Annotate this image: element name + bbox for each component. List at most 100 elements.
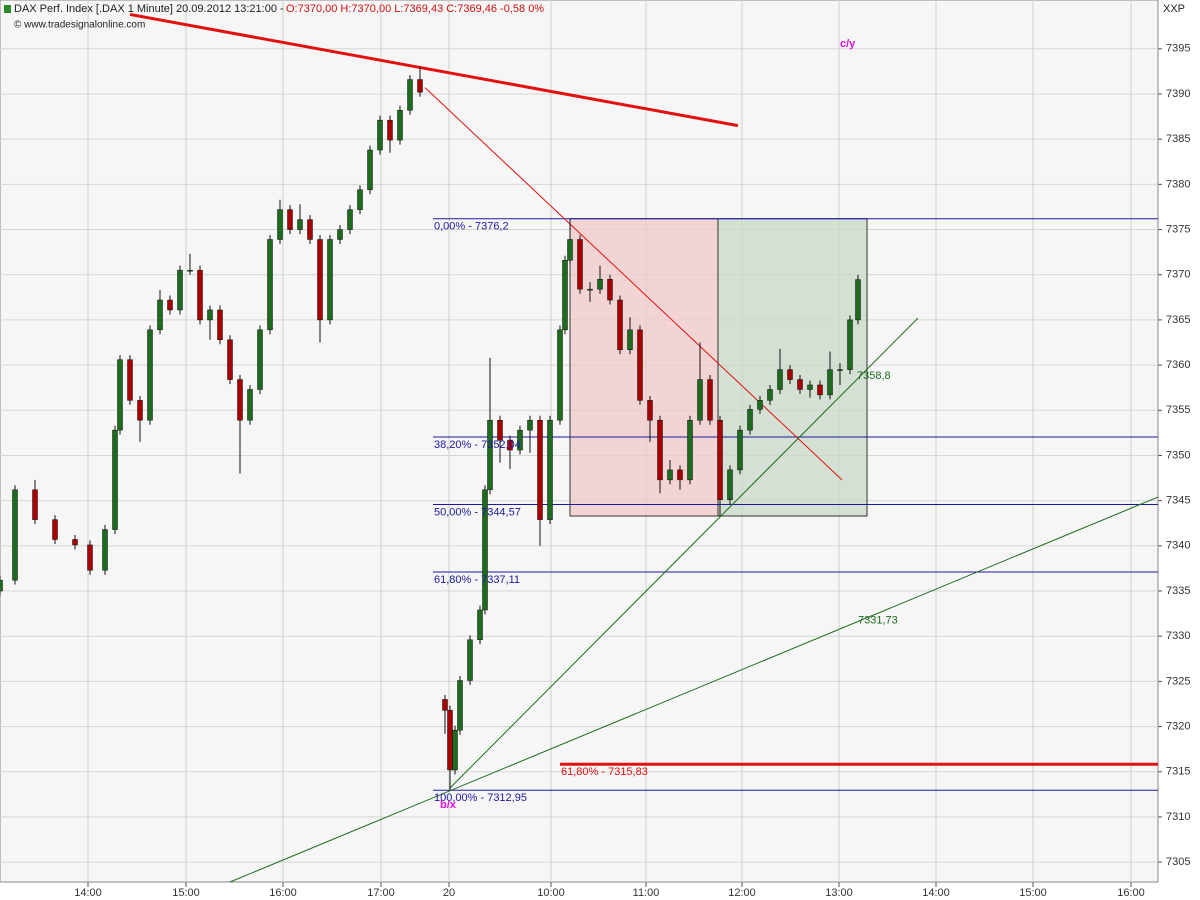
candle-body	[837, 369, 843, 371]
candle-body	[177, 269, 183, 311]
candle-body	[817, 384, 823, 396]
candle-body	[787, 369, 793, 380]
candle-body	[537, 419, 543, 520]
candle-body	[807, 384, 813, 390]
candle-body	[557, 329, 563, 421]
candle-body	[717, 419, 723, 500]
candle-body	[407, 79, 413, 111]
fib-label: 100,00% - 7312,95	[434, 792, 527, 804]
candle-body	[647, 400, 653, 421]
candle-body	[737, 429, 743, 471]
candle-body	[547, 419, 553, 520]
x-tick-label: 12:00	[728, 887, 756, 899]
candle-body	[757, 400, 763, 410]
trendline	[424, 87, 843, 481]
candle-body	[797, 379, 803, 390]
candle-body	[477, 609, 483, 641]
candle-body	[507, 439, 513, 451]
y-tick-label: 7380	[1166, 178, 1190, 190]
y-tick-label: 7370	[1166, 269, 1190, 281]
candle-body	[397, 110, 403, 141]
y-tick-label: 7330	[1166, 630, 1190, 642]
labels: 7305 7310 7315 7320 7325 7330 7335 7340 7345 7350…	[74, 38, 1190, 899]
fib-label: 38,20% - 7352,04	[434, 439, 521, 451]
candle-body	[747, 409, 753, 431]
annotation: b/x	[440, 799, 457, 811]
chart-title: DAX Perf. Index [.DAX 1 Minute] 20.09.20…	[14, 3, 284, 15]
candle-body	[617, 299, 623, 350]
candle-body	[357, 189, 363, 210]
candle-body	[687, 419, 693, 481]
x-tick-label: 15:00	[1019, 887, 1047, 899]
y-tick-label: 7390	[1166, 88, 1190, 100]
y-tick-label: 7375	[1166, 223, 1190, 235]
candle-body	[187, 269, 193, 272]
candle-body	[387, 119, 393, 141]
candle-body	[317, 239, 323, 321]
candle-body	[72, 539, 78, 546]
candle-body	[197, 269, 203, 321]
candles	[0, 66, 861, 791]
fib-label: 50,00% - 7344,57	[434, 506, 521, 518]
candle-body	[657, 419, 663, 481]
candle-body	[677, 469, 683, 481]
y-tick-label: 7320	[1166, 720, 1190, 732]
candle-body	[855, 279, 861, 321]
candle-body	[277, 209, 283, 240]
fib-label: 61,80% - 7315,83	[561, 766, 648, 778]
candle-body	[112, 429, 118, 530]
candle-body	[447, 710, 453, 771]
candle-body	[377, 119, 383, 151]
x-tick-label: 14:00	[922, 887, 950, 899]
candle-body	[577, 239, 583, 290]
candle-body	[442, 699, 448, 711]
candle-body	[347, 209, 353, 230]
candle-body	[517, 429, 523, 451]
x-tick-label: 14:00	[74, 887, 102, 899]
candle-body	[367, 149, 373, 191]
candle-body	[637, 329, 643, 401]
y-tick-label: 7335	[1166, 585, 1190, 597]
y-tick-label: 7345	[1166, 495, 1190, 507]
candle-body	[767, 389, 773, 401]
candle-body	[307, 219, 313, 240]
candle-body	[707, 379, 713, 421]
candle-body	[217, 309, 223, 341]
fib-label: 0,00% - 7376,2	[434, 221, 509, 233]
candle-body	[147, 329, 153, 421]
x-tick-label: 16:00	[269, 887, 297, 899]
y-tick-label: 7360	[1166, 359, 1190, 371]
x-tick-label: 16:00	[1117, 887, 1145, 899]
x-tick-label: 13:00	[825, 887, 853, 899]
candle-body	[467, 639, 473, 681]
x-tick-label: 10:00	[537, 887, 565, 899]
candle-body	[627, 329, 633, 350]
box	[569, 218, 719, 517]
trendline	[229, 496, 1159, 883]
y-tick-label: 7395	[1166, 43, 1190, 55]
y-tick-label: 7315	[1166, 766, 1190, 778]
trendline	[449, 317, 919, 789]
candle-body	[137, 400, 143, 421]
candle-body	[207, 309, 213, 321]
chart-subtitle: O:7370,00 H:7370,00 L:7369,43 C:7369,46 …	[286, 3, 544, 15]
y-tick-label: 7365	[1166, 314, 1190, 326]
candle-body	[337, 229, 343, 240]
y-tick-label: 7355	[1166, 404, 1190, 416]
symbol: XXP	[1163, 3, 1185, 15]
y-tick-label: 7350	[1166, 449, 1190, 461]
candle-body	[267, 239, 273, 331]
candle-body	[827, 369, 833, 396]
candle-body	[452, 729, 458, 771]
y-tick-label: 7325	[1166, 675, 1190, 687]
x-tick-label: 15:00	[172, 887, 200, 899]
candle-body	[297, 219, 303, 230]
candle-body	[12, 489, 18, 581]
icon	[4, 5, 11, 13]
candle-body	[102, 529, 108, 571]
candle-body	[457, 680, 463, 731]
candle-body	[257, 329, 263, 390]
candle-body	[32, 489, 38, 520]
candle-body	[167, 299, 173, 311]
trendline	[129, 12, 739, 128]
